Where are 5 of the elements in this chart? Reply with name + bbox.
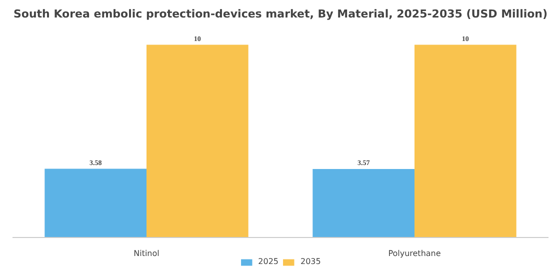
x-tick-label: Nitinol <box>134 248 160 258</box>
legend-label: 2025 <box>258 257 278 266</box>
chart-title: South Korea embolic protection-devices market, By Material, 2025-2035 (USD Million) <box>13 8 548 20</box>
legend-label: 2035 <box>300 257 321 266</box>
x-tick-label: Polyurethane <box>388 248 441 258</box>
